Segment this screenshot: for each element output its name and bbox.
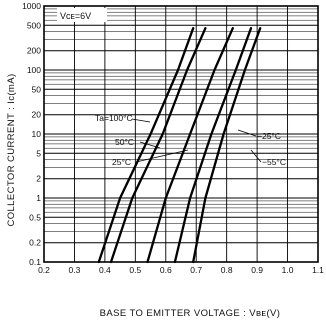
y-tick-label-12: 0.1	[29, 257, 41, 267]
x-tick-label-8: 1.0	[282, 265, 294, 275]
ann-25c: 25°C	[112, 157, 131, 167]
ann-minus55c-leader	[250, 149, 262, 163]
y-tick-label-0: 1000	[22, 1, 41, 11]
y-tick-label-6: 10	[32, 129, 42, 139]
ann-25c-leader	[135, 149, 189, 163]
x-tick-label-7: 0.9	[251, 265, 263, 275]
condition-box	[57, 8, 107, 22]
tick-labels: 0.2 0.3 0.4 0.5 0.6 0.7 0.8 0.9 1.0 1.11000500200…	[22, 1, 324, 275]
y-axis-label: COLLECTOR CURRENT : Iᴄ(mA)	[6, 73, 17, 226]
y-tick-label-4: 50	[32, 84, 42, 94]
plot-frame	[43, 5, 319, 263]
ann-minus55c: −55°C	[262, 157, 286, 167]
x-tick-label-4: 0.6	[160, 265, 172, 275]
y-tick-label-10: 0.5	[29, 212, 41, 222]
ann-50c-leader	[139, 141, 161, 149]
x-tick-label-6: 0.8	[221, 265, 233, 275]
x-tick-label-0: 0.2	[38, 265, 50, 275]
x-tick-label-2: 0.4	[99, 265, 111, 275]
x-tick-label-1: 0.3	[69, 265, 81, 275]
curves	[97, 27, 262, 264]
y-tick-label-3: 100	[27, 65, 41, 75]
y-tick-label-2: 200	[27, 46, 41, 56]
x-tick-label-9: 1.1	[312, 265, 324, 275]
y-tick-label-9: 1	[36, 193, 41, 203]
y-tick-label-11: 0.2	[29, 238, 41, 248]
x-axis-label: BASE TO EMITTER VOLTAGE : Vʙᴇ(V)	[100, 308, 281, 319]
x-tick-label-3: 0.5	[129, 265, 141, 275]
y-tick-label-1: 500	[27, 20, 41, 30]
series-line-0	[97, 27, 195, 264]
y-tick-label-7: 5	[36, 148, 41, 158]
ann-ta100-leader	[131, 118, 151, 123]
series-line-4	[192, 27, 262, 264]
series-line-1	[109, 27, 207, 264]
ann-50c: 50°C	[115, 137, 134, 147]
ann-ta100: Ta=100°C	[95, 113, 133, 123]
x-tick-label-5: 0.7	[190, 265, 202, 275]
condition-label: Vᴄᴇ=6V	[60, 11, 91, 21]
series-line-2	[146, 27, 234, 264]
y-tick-label-8: 2	[36, 174, 41, 184]
series-line-3	[173, 27, 253, 264]
y-tick-label-5: 20	[32, 110, 42, 120]
ann-minus25c-leader	[237, 129, 257, 137]
ann-minus25c: −25°C	[257, 131, 281, 141]
